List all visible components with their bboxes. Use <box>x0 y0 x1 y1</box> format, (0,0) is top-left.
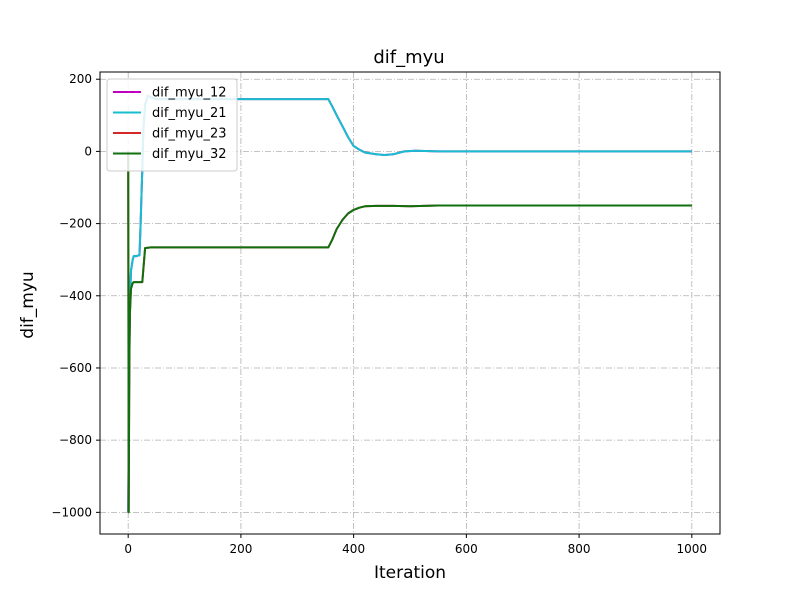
y-tick-label: −200 <box>59 217 92 231</box>
x-tick-label: 600 <box>455 542 478 556</box>
x-tick-label: 0 <box>124 542 132 556</box>
x-tick-label: 1000 <box>677 542 708 556</box>
legend-label: dif_myu_21 <box>152 106 227 121</box>
y-tick-label: −600 <box>59 361 92 375</box>
legend-label: dif_myu_32 <box>152 147 227 162</box>
x-tick-label: 400 <box>342 542 365 556</box>
legend-label: dif_myu_23 <box>152 127 227 142</box>
y-tick-label: −800 <box>59 433 92 447</box>
x-axis-label: Iteration <box>374 563 446 583</box>
y-tick-label: −400 <box>59 289 92 303</box>
y-axis-label: dif_myu <box>18 271 38 338</box>
y-tick-label: 0 <box>84 144 92 158</box>
series-lines <box>127 94 692 514</box>
x-tick-label: 200 <box>229 542 252 556</box>
plot-frame <box>99 71 721 535</box>
y-tick-label: 200 <box>69 72 92 86</box>
series-line-dif-myu-21 <box>127 94 692 513</box>
x-tick-label: 800 <box>568 542 591 556</box>
legend-box <box>106 78 238 172</box>
legend-label: dif_myu_12 <box>152 86 227 101</box>
axis-ticks: 0 200 400 600 800 1000 200 0 −200 −400 −600 −800 −10… <box>51 72 707 556</box>
chart-title: dif_myu <box>373 47 444 68</box>
legend: dif_myu_12 dif_myu_21 dif_myu_23 dif_myu_32 <box>106 78 238 172</box>
y-tick-label: −1000 <box>51 505 92 519</box>
series-line-dif-myu-32 <box>127 151 692 514</box>
